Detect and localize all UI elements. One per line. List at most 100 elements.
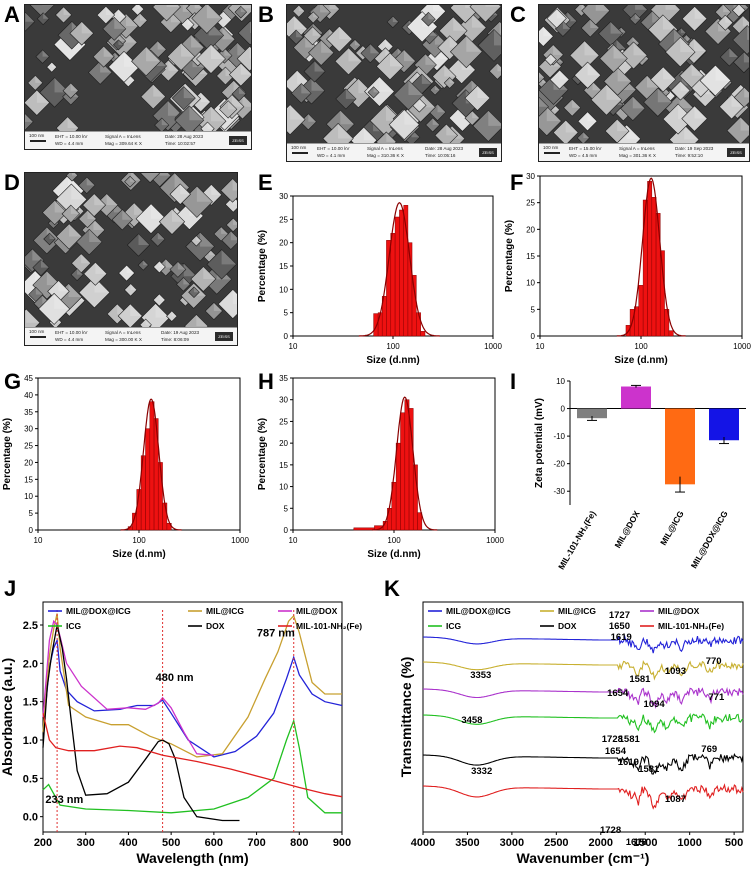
mag-text: Mag = 309.64 K X (105, 141, 142, 146)
crystal-facet (206, 249, 237, 280)
zeta-bar (665, 408, 695, 485)
crystal-highlight (89, 229, 103, 243)
crystal-highlight (161, 117, 169, 126)
crystal-facet (348, 39, 362, 52)
crystal-facet (367, 86, 380, 99)
x-axis-label: Wavenumber (cm⁻¹) (517, 850, 650, 866)
y-tick-label: 30 (24, 425, 33, 434)
panel-label-a: A (4, 2, 20, 27)
crystal-facet (364, 76, 395, 107)
peak-annotation: 1619 (611, 632, 632, 643)
y-tick-label: 15 (279, 461, 288, 470)
crystal-highlight (546, 106, 562, 122)
crystal-highlight (49, 233, 56, 240)
y-axis-label: Percentage (%) (257, 418, 268, 490)
crystal-highlight (485, 5, 501, 7)
crystal-highlight (681, 27, 687, 33)
crystal-facet (169, 183, 191, 205)
crystal-facet (307, 11, 320, 24)
crystal-facet (159, 11, 182, 34)
crystal-highlight (338, 123, 354, 139)
x-tick-label: 10 (536, 342, 545, 351)
crystal-facet (679, 63, 705, 89)
y-tick-label: 25 (279, 417, 288, 426)
sem-texture (287, 5, 501, 155)
crystal-highlight (587, 111, 598, 122)
crystal-highlight (590, 18, 600, 29)
histogram-bar (390, 233, 396, 337)
zeiss-logo: ZEISS (727, 148, 745, 157)
crystal-highlight (684, 124, 699, 140)
crystal-facet (220, 178, 237, 203)
crystal-facet (152, 100, 184, 132)
crystal-highlight (72, 173, 78, 176)
crystal-facet (681, 105, 708, 132)
legend-label: DOX (558, 621, 577, 631)
crystal-highlight (617, 67, 632, 82)
crystal-highlight (35, 75, 43, 83)
crystal-facet (303, 26, 322, 46)
scale-bar (30, 140, 46, 142)
crystal-highlight (663, 66, 676, 80)
crystal-facet (92, 45, 115, 68)
wd-text: WD = 4.1 mm (317, 153, 346, 158)
ftir-chart: 4000 3500 3000 2500 2000 1500 1000 500 Wavenumbe… (398, 601, 744, 866)
category-label: MIL@DOX (612, 509, 641, 550)
y-axis-label: Transmittance (%) (398, 657, 414, 778)
crystal-facet (61, 204, 81, 224)
crystal-highlight (436, 47, 449, 59)
y-tick-label: 20 (279, 239, 288, 248)
crystal-highlight (567, 11, 577, 22)
y-tick-label: 25 (24, 442, 33, 451)
crystal-facet (55, 6, 72, 24)
x-tick-label: 400 (119, 837, 137, 849)
date-text: Date: 19 Sep 2023 (675, 146, 714, 151)
crystal-facet (25, 11, 36, 32)
y-tick-label: 0 (284, 526, 289, 535)
crystal-highlight (312, 26, 322, 36)
y-tick-label: 1.5 (23, 697, 38, 709)
y-tick-label: 15 (526, 252, 535, 261)
crystal-facet (599, 44, 628, 73)
signal-text: Signal A = InLens (105, 134, 141, 139)
crystal-facet (376, 52, 404, 81)
histogram-bar (145, 428, 151, 531)
crystal-facet (158, 208, 186, 235)
x-tick-label: 100 (132, 536, 146, 545)
crystal-facet (308, 39, 335, 66)
scale-label: 100 nm (543, 145, 559, 150)
peak-annotation: 1581 (638, 764, 660, 775)
crystal-facet (539, 25, 554, 47)
y-tick-label: 5 (284, 309, 289, 318)
wd-text: WD = 4.5 mm (569, 153, 598, 158)
crystal-highlight (155, 303, 170, 318)
sem-image-d: 100 nm EHT = 10.00 kV WD = 4.4 mm Signal… (24, 172, 238, 346)
crystal-highlight (453, 16, 468, 31)
y-tick-label: 35 (24, 408, 33, 417)
peak-annotation: 787 nm (257, 628, 295, 640)
crystal-highlight (70, 205, 80, 214)
peak-annotation: 1619 (618, 757, 639, 768)
crystal-highlight (231, 94, 244, 107)
x-tick-label: 4000 (411, 837, 435, 849)
crystal-highlight (539, 72, 545, 78)
crystal-highlight (616, 39, 626, 49)
y-tick-label: 5 (531, 305, 536, 314)
crystal-highlight (428, 12, 436, 20)
crystal-highlight (54, 200, 67, 213)
crystal-facet (190, 235, 202, 247)
signal-text: Signal A = InLens (367, 146, 403, 151)
x-tick-label: 200 (34, 837, 52, 849)
crystal-facet (539, 71, 545, 84)
histogram-bar (420, 331, 426, 337)
zeiss-logo: ZEISS (215, 332, 233, 341)
y-tick-label: 5 (29, 509, 34, 518)
legend-label: MIL@DOX@ICG (66, 606, 131, 616)
crystal-facet (733, 51, 749, 74)
crystal-highlight (477, 85, 490, 99)
crystal-highlight (200, 92, 211, 103)
crystal-highlight (71, 183, 87, 200)
crystal-highlight (239, 86, 247, 94)
crystal-highlight (339, 26, 353, 40)
crystal-facet (25, 113, 34, 131)
